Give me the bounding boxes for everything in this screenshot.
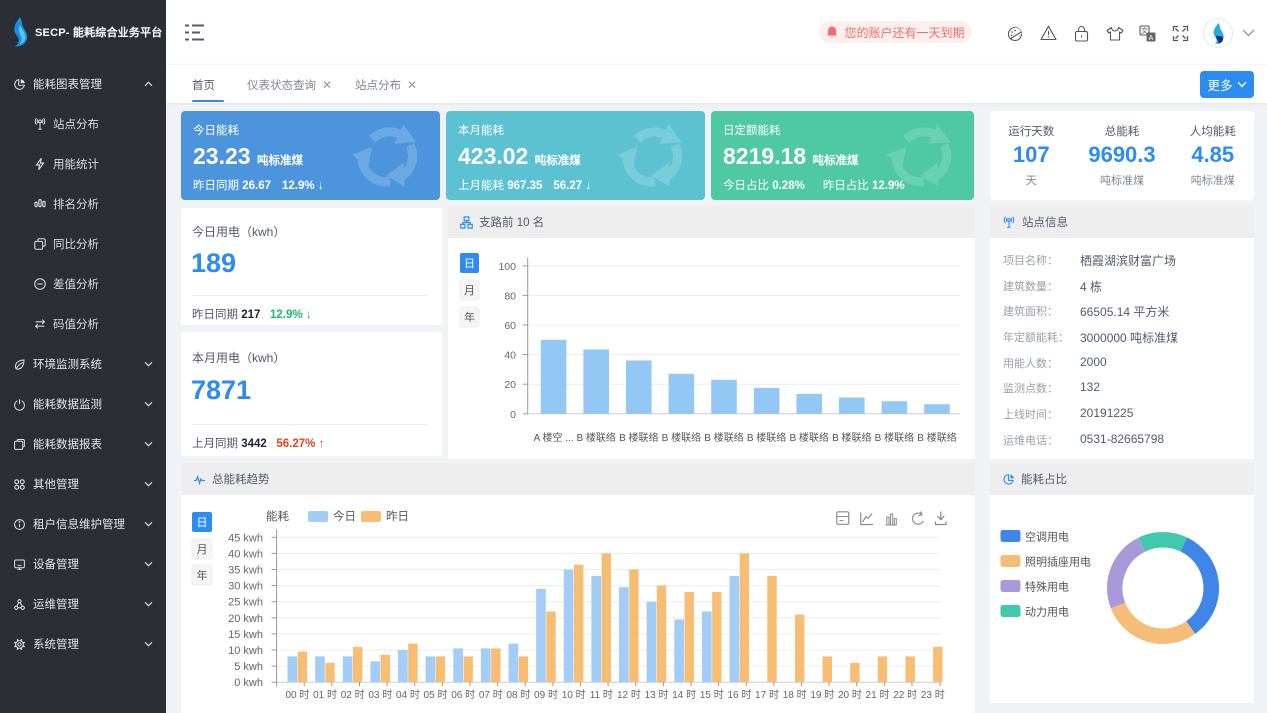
svg-text:17 时: 17 时	[755, 689, 779, 701]
svg-text:动力用电: 动力用电	[1025, 606, 1069, 619]
svg-text:B 楼联络: B 楼联络	[917, 431, 956, 444]
svg-text:B 楼联络: B 楼联络	[875, 431, 914, 444]
svg-text:20: 20	[504, 379, 516, 391]
svg-text:07 时: 07 时	[479, 689, 503, 701]
svg-text:今日: 今日	[333, 509, 356, 523]
svg-text:20 kwh: 20 kwh	[228, 613, 263, 625]
svg-text:15 kwh: 15 kwh	[228, 629, 263, 641]
svg-text:15 时: 15 时	[700, 689, 724, 701]
svg-text:09 时: 09 时	[534, 689, 558, 701]
svg-text:13 时: 13 时	[645, 689, 669, 701]
svg-text:10 kwh: 10 kwh	[228, 645, 263, 657]
svg-text:60: 60	[504, 320, 516, 332]
svg-text:日: 日	[197, 517, 208, 529]
svg-text:40 kwh: 40 kwh	[228, 548, 263, 560]
svg-text:A: A	[1149, 35, 1154, 42]
svg-text:00 时: 00 时	[285, 689, 309, 701]
svg-text:03 时: 03 时	[368, 689, 392, 701]
svg-text:B 楼联络: B 楼联络	[576, 431, 615, 444]
svg-text:80: 80	[504, 290, 516, 302]
svg-text:25 kwh: 25 kwh	[228, 597, 263, 609]
svg-text:照明插座用电: 照明插座用电	[1025, 555, 1091, 569]
svg-text:04 时: 04 时	[396, 689, 420, 701]
svg-text:月: 月	[197, 544, 208, 556]
svg-text:B 楼联络: B 楼联络	[662, 431, 701, 444]
svg-text:月: 月	[464, 285, 475, 297]
svg-text:05 时: 05 时	[424, 689, 448, 701]
svg-text:B 楼联络: B 楼联络	[832, 431, 871, 444]
svg-text:45 kwh: 45 kwh	[228, 532, 263, 544]
svg-text:100: 100	[498, 261, 516, 273]
svg-text:02 时: 02 时	[341, 689, 365, 701]
svg-text:5 kwh: 5 kwh	[234, 661, 263, 673]
svg-text:日: 日	[464, 258, 475, 270]
svg-text:18 时: 18 时	[783, 689, 807, 701]
svg-text:年: 年	[197, 568, 208, 582]
svg-text:06 时: 06 时	[451, 689, 475, 701]
svg-text:12 时: 12 时	[617, 689, 641, 701]
svg-text:0: 0	[510, 409, 516, 421]
svg-text:01 时: 01 时	[313, 689, 337, 701]
svg-text:昨日: 昨日	[386, 510, 409, 523]
svg-text:11 时: 11 时	[590, 689, 613, 701]
svg-text:B 楼联络: B 楼联络	[789, 431, 828, 444]
svg-text:19 时: 19 时	[810, 689, 834, 701]
svg-text:40: 40	[504, 350, 516, 362]
svg-text:B 楼联络: B 楼联络	[619, 431, 658, 444]
svg-text:B 楼联络: B 楼联络	[747, 431, 786, 444]
svg-text:0 kwh: 0 kwh	[234, 677, 263, 689]
svg-text:35 kwh: 35 kwh	[228, 565, 263, 577]
svg-text:能耗: 能耗	[266, 509, 289, 523]
svg-text:空调用电: 空调用电	[1025, 530, 1069, 544]
svg-text:23 时: 23 时	[921, 689, 945, 701]
svg-text:21 时: 21 时	[866, 689, 890, 701]
svg-text:16 时: 16 时	[727, 689, 751, 701]
svg-text:20 时: 20 时	[838, 689, 862, 701]
svg-text:B 楼联络: B 楼联络	[704, 431, 743, 444]
svg-text:年: 年	[464, 310, 475, 324]
svg-text:14 时: 14 时	[672, 689, 696, 701]
svg-text:A 楼空 ...: A 楼空 ...	[534, 431, 574, 444]
svg-text:特殊用电: 特殊用电	[1025, 580, 1069, 594]
svg-text:10 时: 10 时	[562, 689, 586, 701]
svg-text:文: 文	[1141, 26, 1148, 35]
svg-text:08 时: 08 时	[506, 689, 530, 701]
svg-text:30 kwh: 30 kwh	[228, 581, 263, 593]
svg-text:22 时: 22 时	[893, 689, 917, 701]
